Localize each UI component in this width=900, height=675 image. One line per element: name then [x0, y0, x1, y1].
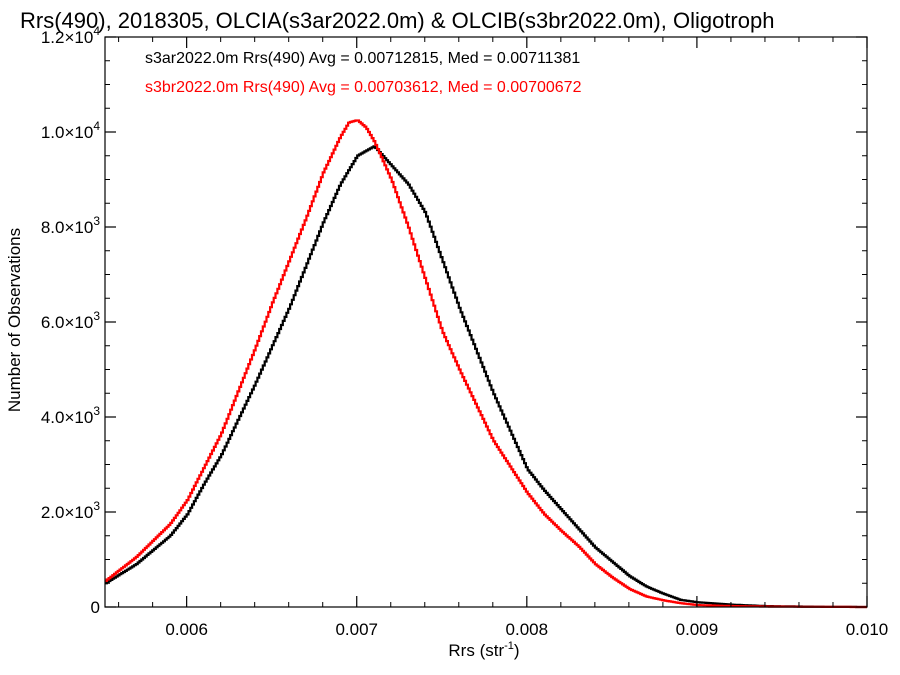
- y-tick-label: 8.0×103: [41, 214, 100, 237]
- series-line-0: [105, 145, 867, 609]
- y-axis-label: Number of Observations: [5, 228, 24, 412]
- x-tick-label: 0.007: [335, 620, 378, 639]
- x-axis-label-sup: -1: [504, 640, 514, 652]
- y-tick-mantissa: 1.0×10: [41, 123, 93, 142]
- y-tick-mantissa: 4.0×10: [41, 408, 93, 427]
- x-tick-label: 0.006: [165, 620, 208, 639]
- y-tick-mantissa: 2.0×10: [41, 503, 93, 522]
- series-layer: [105, 119, 867, 609]
- plot-frame: [104, 36, 868, 608]
- y-tick-exponent: 4: [93, 119, 100, 133]
- y-tick-label: 0: [91, 598, 100, 617]
- y-tick-label: 1.0×104: [41, 119, 100, 142]
- x-axis-label: Rrs (str-1): [448, 640, 519, 660]
- y-tick-label: 6.0×103: [41, 309, 100, 332]
- y-tick-mantissa: 1.2×10: [41, 28, 93, 47]
- y-tick-exponent: 3: [93, 404, 100, 418]
- y-tick-exponent: 3: [93, 214, 100, 228]
- axes: 0.006 0.007 0.008 0.009 0.01002.0×1034.0×103…: [41, 24, 888, 639]
- y-tick-mantissa: 8.0×10: [41, 218, 93, 237]
- y-tick-exponent: 4: [93, 24, 100, 38]
- legend: s3ar2022.0m Rrs(490) Avg = 0.00712815, M…: [145, 50, 582, 96]
- y-tick-exponent: 3: [93, 499, 100, 513]
- y-tick-label: 1.2×104: [41, 24, 100, 47]
- x-axis-label-end: ): [514, 641, 520, 660]
- legend-entry-black: s3ar2022.0m Rrs(490) Avg = 0.00712815, M…: [145, 50, 580, 67]
- y-tick-mantissa: 0: [91, 598, 100, 617]
- y-tick-mantissa: 6.0×10: [41, 313, 93, 332]
- x-tick-label: 0.010: [846, 620, 889, 639]
- y-tick-label: 2.0×103: [41, 499, 100, 522]
- legend-entry-red: s3br2022.0m Rrs(490) Avg = 0.00703612, M…: [145, 79, 582, 96]
- chart-title: Rrs(490), 2018305, OLCIA(s3ar2022.0m) & …: [20, 8, 774, 33]
- series-line-1: [105, 119, 867, 609]
- x-tick-label: 0.008: [506, 620, 549, 639]
- y-tick-exponent: 3: [93, 309, 100, 323]
- x-axis-label-text: Rrs (str: [448, 641, 504, 660]
- y-tick-label: 4.0×103: [41, 404, 100, 427]
- x-tick-label: 0.009: [676, 620, 719, 639]
